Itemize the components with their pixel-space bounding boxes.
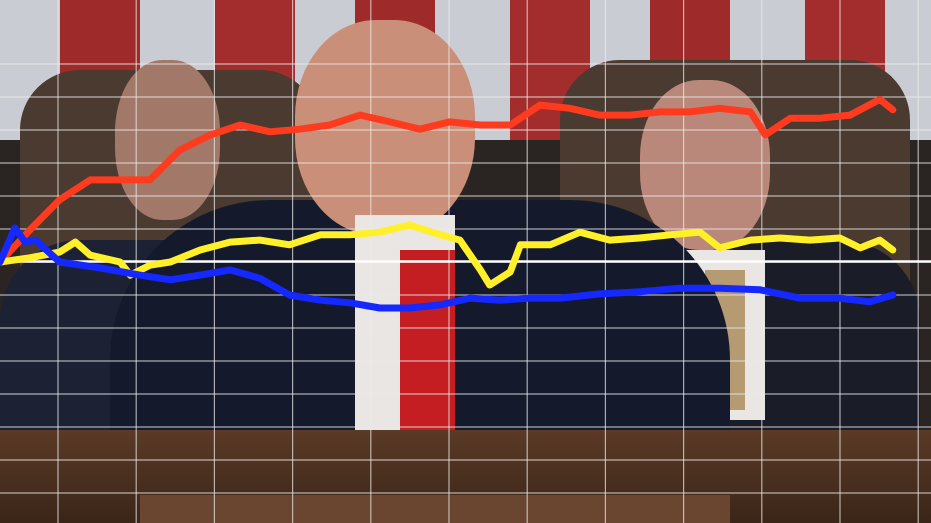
podium xyxy=(140,495,730,523)
series-lines xyxy=(0,95,897,312)
series-line-2 xyxy=(0,224,897,312)
series-line-0 xyxy=(0,95,897,266)
